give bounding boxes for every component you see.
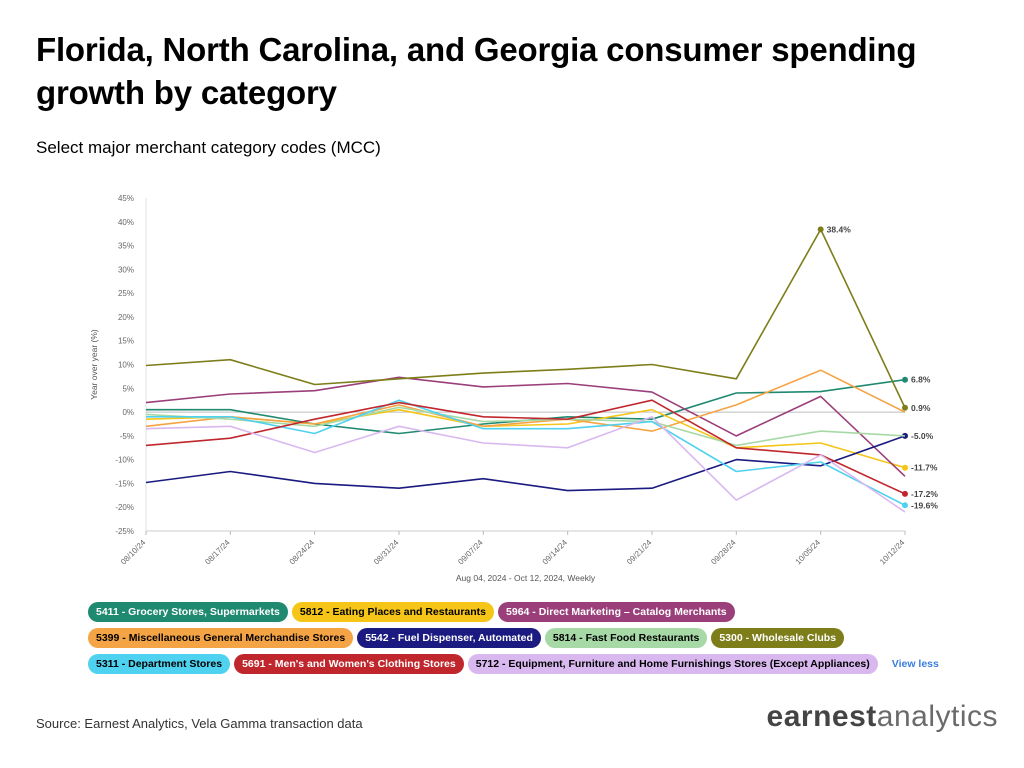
chart-title: Florida, North Carolina, and Georgia con… bbox=[36, 31, 917, 111]
y-tick-label: 10% bbox=[118, 361, 134, 370]
legend-item-5964[interactable]: 5964 - Direct Marketing – Catalog Mercha… bbox=[498, 602, 735, 622]
x-tick-label: 09/14/24 bbox=[541, 538, 570, 567]
legend: 5411 - Grocery Stores, Supermarkets 5812… bbox=[88, 602, 968, 680]
series-peak-label: 38.4% bbox=[827, 224, 852, 234]
series-end-label: -5.0% bbox=[911, 431, 934, 441]
y-tick-label: 40% bbox=[118, 218, 134, 227]
y-tick-label: -10% bbox=[115, 456, 134, 465]
series-line bbox=[146, 399, 906, 507]
legend-item-5712[interactable]: 5712 - Equipment, Furniture and Home Fur… bbox=[467, 654, 878, 674]
y-axis-label: Year over year (%) bbox=[89, 329, 99, 400]
x-tick-label: 10/12/24 bbox=[878, 538, 907, 567]
series-line bbox=[145, 406, 906, 447]
legend-item-5812[interactable]: 5812 - Eating Places and Restaurants bbox=[291, 602, 495, 622]
x-axis-label: Aug 04, 2024 - Oct 12, 2024, Weekly bbox=[456, 573, 596, 583]
y-tick-label: 0% bbox=[122, 408, 134, 417]
series-end-label: -11.7% bbox=[911, 463, 938, 473]
y-tick-label: -25% bbox=[115, 527, 134, 536]
y-tick-label: 5% bbox=[122, 384, 134, 393]
x-tick-label: 08/31/24 bbox=[372, 538, 401, 567]
y-tick-label: -20% bbox=[115, 503, 134, 512]
legend-item-5311[interactable]: 5311 - Department Stores bbox=[88, 654, 231, 674]
series-end-label: 6.8% bbox=[911, 375, 931, 385]
series-end-label: 0.9% bbox=[911, 403, 931, 413]
legend-item-5411[interactable]: 5411 - Grocery Stores, Supermarkets bbox=[88, 602, 288, 622]
y-tick-label: 15% bbox=[118, 337, 134, 346]
y-tick-label: 35% bbox=[118, 242, 134, 251]
x-tick-label: 08/24/24 bbox=[288, 538, 317, 567]
y-tick-label: 30% bbox=[118, 265, 134, 274]
y-tick-label: 20% bbox=[118, 313, 134, 322]
x-tick-label: 09/21/24 bbox=[625, 538, 654, 567]
line-chart: -25% -20% -15% -10% -5% 0% 5% 10% 15% 20% 25% 30% 35… bbox=[89, 194, 938, 583]
series-end-label: -19.6% bbox=[911, 500, 938, 510]
legend-item-5542[interactable]: 5542 - Fuel Dispenser, Automated bbox=[357, 628, 541, 648]
series-end-point bbox=[902, 502, 908, 509]
legend-item-5300[interactable]: 5300 - Wholesale Clubs bbox=[711, 628, 845, 648]
x-tick-label: 10/05/24 bbox=[794, 538, 823, 567]
series-line bbox=[145, 376, 906, 477]
legend-item-5399[interactable]: 5399 - Miscellaneous General Merchandise… bbox=[88, 628, 354, 648]
x-tick-label: 08/17/24 bbox=[203, 538, 232, 567]
series-line bbox=[145, 228, 906, 409]
view-less-link[interactable]: View less bbox=[891, 658, 939, 670]
series-line bbox=[145, 399, 906, 495]
series-end-point bbox=[902, 404, 908, 411]
y-tick-label: -5% bbox=[120, 432, 134, 441]
series-line bbox=[145, 435, 906, 492]
legend-row: 5411 - Grocery Stores, Supermarkets 5812… bbox=[88, 602, 968, 622]
x-tick-label: 08/10/24 bbox=[119, 538, 148, 567]
legend-item-5691[interactable]: 5691 - Men's and Women's Clothing Stores bbox=[234, 654, 464, 674]
legend-row: 5399 - Miscellaneous General Merchandise… bbox=[88, 628, 968, 648]
x-tick-label: 09/07/24 bbox=[456, 538, 485, 567]
x-tick-label: 09/28/24 bbox=[709, 538, 738, 567]
series-end-label: -17.2% bbox=[911, 489, 938, 499]
legend-row: 5311 - Department Stores 5691 - Men's an… bbox=[88, 654, 968, 674]
y-tick-label: -15% bbox=[115, 479, 134, 488]
chart-subtitle: Select major merchant category codes (MC… bbox=[36, 138, 381, 157]
source-note: Source: Earnest Analytics, Vela Gamma tr… bbox=[36, 716, 363, 731]
series-end-point bbox=[902, 490, 908, 497]
logo-part-earnest: earnest bbox=[766, 700, 877, 733]
legend-item-5814[interactable]: 5814 - Fast Food Restaurants bbox=[544, 628, 708, 648]
logo-part-analytics: analytics bbox=[876, 700, 998, 733]
y-tick-label: 25% bbox=[118, 289, 134, 298]
series-peak-point bbox=[817, 226, 824, 233]
series-end-point bbox=[902, 464, 908, 471]
series-line bbox=[145, 369, 906, 432]
series-end-point bbox=[902, 376, 908, 383]
series-line bbox=[145, 415, 906, 513]
earnest-analytics-logo: earnestanalytics bbox=[767, 700, 998, 734]
y-tick-label: 45% bbox=[118, 194, 134, 203]
